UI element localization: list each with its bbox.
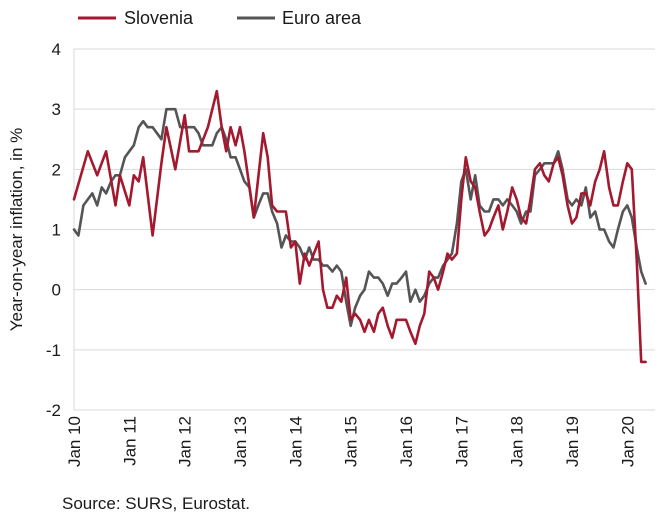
y-tick-label: 1 bbox=[52, 221, 61, 240]
legend-label: Slovenia bbox=[124, 8, 194, 28]
y-tick-label: -2 bbox=[46, 401, 61, 420]
x-tick-label: Jan 16 bbox=[397, 416, 416, 467]
x-tick-label: Jan 15 bbox=[342, 416, 361, 467]
x-tick-label: Jan 17 bbox=[452, 416, 471, 467]
chart-legend: Slovenia Euro area bbox=[78, 8, 362, 28]
x-tick-label: Jan 12 bbox=[176, 416, 195, 467]
x-tick-labels: Jan 10 Jan 11 Jan 12 Jan 13 Jan 14 Jan 15 Jan … bbox=[65, 416, 637, 467]
y-tick-label: 2 bbox=[52, 160, 61, 179]
x-tick-label: Jan 13 bbox=[231, 416, 250, 467]
inflation-line-chart: Slovenia Euro area 4 3 2 1 0 -1 -2 Jan 10 Jan 11… bbox=[7, 8, 655, 467]
x-tick-label: Jan 19 bbox=[563, 416, 582, 467]
chart-gridlines bbox=[74, 48, 655, 411]
y-tick-label: 4 bbox=[52, 40, 61, 59]
y-axis-title: Year-on-year inflation, in % bbox=[7, 128, 26, 332]
y-tick-labels: 4 3 2 1 0 -1 -2 bbox=[46, 40, 61, 420]
y-tick-label: 0 bbox=[52, 281, 61, 300]
x-tick-label: Jan 20 bbox=[618, 416, 637, 467]
source-note: Source: SURS, Eurostat. bbox=[62, 494, 251, 513]
legend-label: Euro area bbox=[282, 8, 362, 28]
y-tick-label: -1 bbox=[46, 341, 61, 360]
x-tick-label: Jan 18 bbox=[508, 416, 527, 467]
x-tick-label: Jan 14 bbox=[286, 416, 305, 467]
x-tick-label: Jan 11 bbox=[120, 416, 139, 466]
y-tick-label: 3 bbox=[52, 100, 61, 119]
series-line-euro-area bbox=[72, 107, 647, 328]
series-line-slovenia bbox=[72, 89, 647, 364]
chart-series bbox=[72, 89, 647, 364]
x-tick-label: Jan 10 bbox=[65, 416, 84, 467]
